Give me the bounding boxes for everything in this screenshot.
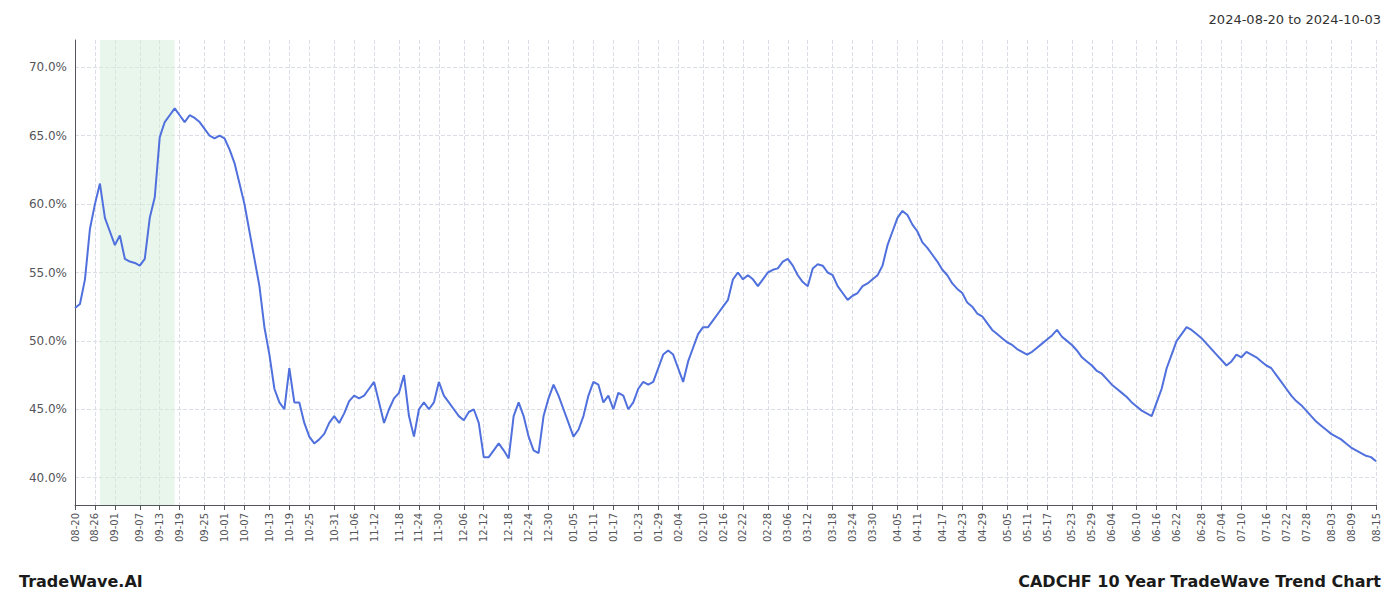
- svg-text:04-05: 04-05: [892, 513, 903, 542]
- svg-text:10-01: 10-01: [219, 513, 230, 542]
- svg-text:06-16: 06-16: [1151, 513, 1162, 542]
- svg-text:06-10: 06-10: [1131, 513, 1142, 542]
- svg-text:06-22: 06-22: [1171, 513, 1182, 542]
- svg-text:05-23: 05-23: [1066, 513, 1077, 542]
- svg-text:12-30: 12-30: [543, 513, 554, 542]
- svg-text:01-29: 01-29: [653, 513, 664, 542]
- svg-text:02-16: 02-16: [718, 513, 729, 542]
- svg-text:12-18: 12-18: [503, 513, 514, 542]
- svg-text:04-17: 04-17: [937, 513, 948, 542]
- svg-text:06-04: 06-04: [1106, 513, 1117, 542]
- svg-text:03-18: 03-18: [827, 513, 838, 542]
- svg-text:05-29: 05-29: [1086, 513, 1097, 542]
- svg-text:65.0%: 65.0%: [29, 129, 67, 143]
- svg-text:08-26: 08-26: [89, 513, 100, 542]
- svg-text:10-31: 10-31: [329, 513, 340, 542]
- svg-text:70.0%: 70.0%: [29, 60, 67, 74]
- svg-text:01-17: 01-17: [608, 513, 619, 542]
- svg-text:08-09: 08-09: [1346, 513, 1357, 542]
- svg-text:01-23: 01-23: [633, 513, 644, 542]
- svg-text:55.0%: 55.0%: [29, 266, 67, 280]
- svg-text:04-23: 04-23: [957, 513, 968, 542]
- svg-text:04-29: 04-29: [977, 513, 988, 542]
- svg-text:06-28: 06-28: [1196, 513, 1207, 542]
- svg-text:11-06: 11-06: [349, 513, 360, 542]
- svg-text:11-30: 11-30: [433, 513, 444, 542]
- svg-text:09-25: 09-25: [199, 513, 210, 542]
- svg-text:07-10: 07-10: [1236, 513, 1247, 542]
- svg-text:40.0%: 40.0%: [29, 471, 67, 485]
- svg-text:10-25: 10-25: [304, 513, 315, 542]
- svg-text:09-19: 09-19: [174, 513, 185, 542]
- svg-text:01-11: 01-11: [588, 513, 599, 542]
- svg-text:10-07: 10-07: [239, 513, 250, 542]
- svg-text:08-15: 08-15: [1371, 513, 1382, 542]
- svg-text:10-19: 10-19: [284, 513, 295, 542]
- svg-text:09-01: 09-01: [109, 513, 120, 542]
- svg-text:60.0%: 60.0%: [29, 197, 67, 211]
- svg-text:07-16: 07-16: [1261, 513, 1272, 542]
- svg-text:01-05: 01-05: [568, 513, 579, 542]
- svg-text:05-17: 05-17: [1042, 513, 1053, 542]
- svg-text:03-30: 03-30: [867, 513, 878, 542]
- svg-text:TradeWave.AI: TradeWave.AI: [19, 572, 143, 591]
- svg-text:11-24: 11-24: [413, 513, 424, 542]
- svg-text:11-18: 11-18: [394, 513, 405, 542]
- svg-text:CADCHF 10 Year TradeWave Trend: CADCHF 10 Year TradeWave Trend Chart: [1018, 572, 1381, 591]
- svg-text:03-12: 03-12: [802, 513, 813, 542]
- svg-text:08-03: 08-03: [1326, 513, 1337, 542]
- svg-text:02-10: 02-10: [698, 513, 709, 542]
- svg-text:03-24: 03-24: [847, 513, 858, 542]
- svg-text:12-24: 12-24: [523, 513, 534, 542]
- svg-text:09-13: 09-13: [154, 513, 165, 542]
- svg-text:02-04: 02-04: [673, 513, 684, 542]
- svg-text:08-20: 08-20: [70, 513, 81, 542]
- svg-text:09-07: 09-07: [134, 513, 145, 542]
- svg-text:10-13: 10-13: [264, 513, 275, 542]
- svg-text:07-04: 07-04: [1216, 513, 1227, 542]
- svg-text:11-12: 11-12: [369, 513, 380, 542]
- svg-text:02-28: 02-28: [762, 513, 773, 542]
- svg-text:50.0%: 50.0%: [29, 334, 67, 348]
- svg-text:04-11: 04-11: [912, 513, 923, 542]
- svg-text:12-12: 12-12: [478, 513, 489, 542]
- svg-text:03-06: 03-06: [782, 513, 793, 542]
- svg-text:07-22: 07-22: [1281, 513, 1292, 542]
- svg-text:12-06: 12-06: [458, 513, 469, 542]
- svg-text:2024-08-20 to 2024-10-03: 2024-08-20 to 2024-10-03: [1209, 12, 1381, 27]
- svg-text:07-28: 07-28: [1301, 513, 1312, 542]
- svg-text:45.0%: 45.0%: [29, 402, 67, 416]
- svg-text:02-22: 02-22: [737, 513, 748, 542]
- svg-text:05-05: 05-05: [1002, 513, 1013, 542]
- svg-text:05-11: 05-11: [1022, 513, 1033, 542]
